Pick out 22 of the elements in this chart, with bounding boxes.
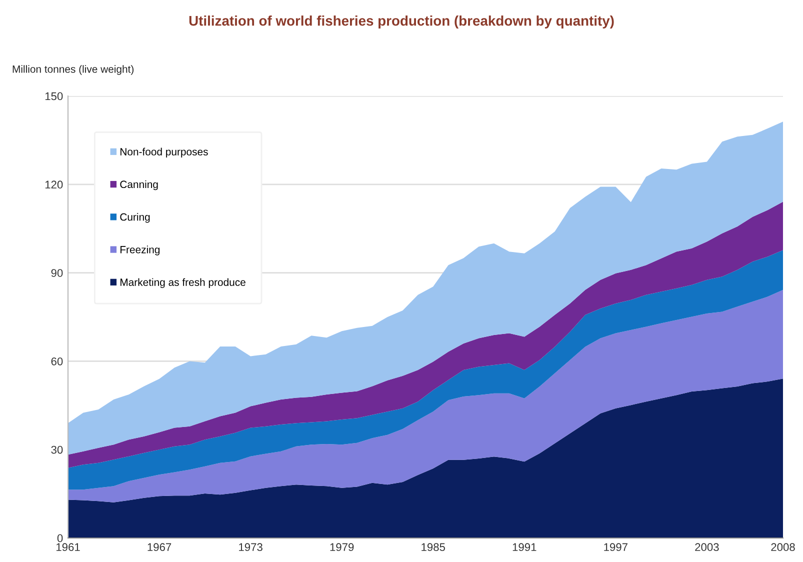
legend-label: Curing [120, 213, 150, 223]
y-tick-label: 30 [51, 446, 63, 454]
x-tick-label: 1997 [604, 543, 628, 552]
x-tick-label: 1961 [56, 543, 80, 552]
legend-label: Marketing as fresh produce [120, 278, 246, 288]
legend-label: Canning [120, 180, 158, 190]
y-tick-label: 90 [51, 269, 63, 277]
x-tick-label: 2008 [771, 543, 795, 552]
y-tick-label: 150 [45, 92, 63, 100]
y-axis-title: Million tonnes (live weight) [12, 65, 134, 75]
x-tick-label: 1979 [330, 543, 354, 552]
chart-title: Utilization of world fisheries production (breakdown by quantity) [189, 16, 614, 28]
x-tick-label: 1967 [148, 543, 172, 552]
x-tick-label: 1985 [422, 543, 445, 552]
y-tick-label: 120 [45, 180, 63, 189]
y-tick-label: 0 [57, 534, 63, 542]
legend-label: Non-food purposes [120, 148, 208, 158]
x-tick-label: 1991 [512, 543, 536, 552]
legend-label: Freezing [120, 246, 160, 256]
x-tick-label: 2003 [695, 543, 719, 552]
y-tick-label: 60 [51, 357, 63, 366]
x-tick-label: 1973 [239, 543, 262, 552]
